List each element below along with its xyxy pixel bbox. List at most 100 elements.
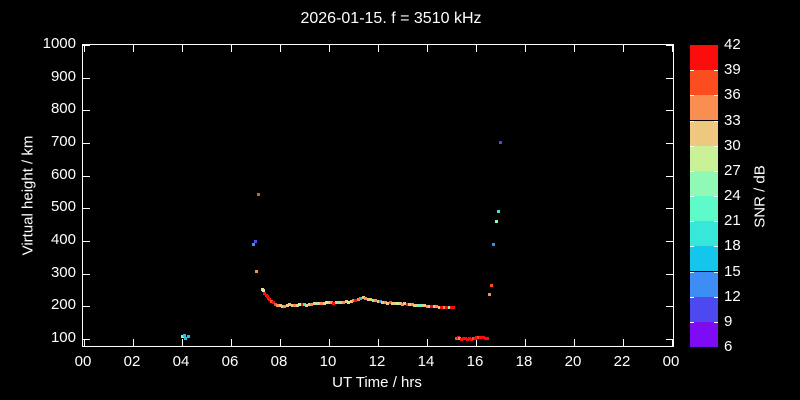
data-point	[484, 336, 488, 340]
data-point	[269, 299, 273, 303]
colorbar-segment	[690, 45, 718, 71]
data-point	[423, 304, 427, 308]
data-point	[475, 335, 479, 339]
data-point	[255, 269, 259, 273]
data-point	[488, 293, 492, 297]
x-tick-mark	[280, 45, 281, 52]
colorbar-tick-label: 15	[724, 262, 741, 280]
x-tick-mark	[182, 45, 183, 52]
x-tick-mark	[623, 339, 624, 346]
data-point	[265, 295, 269, 299]
x-tick-mark	[133, 339, 134, 346]
data-point	[274, 302, 278, 306]
data-point	[184, 336, 188, 340]
y-tick-mark	[666, 339, 673, 340]
x-tick-mark	[672, 45, 673, 52]
data-point	[490, 284, 494, 288]
x-tick-label: 00	[662, 353, 680, 370]
colorbar-tick-label: 18	[724, 237, 741, 255]
data-point	[327, 300, 331, 304]
x-tick-mark	[84, 339, 85, 346]
data-point	[356, 297, 360, 301]
y-tick-mark	[83, 241, 90, 242]
data-point	[339, 300, 343, 304]
colorbar-tick-mark	[714, 246, 718, 248]
data-point	[430, 304, 434, 308]
y-tick-mark	[666, 273, 673, 275]
colorbar-tick-mark	[714, 196, 718, 197]
data-point	[479, 335, 483, 339]
x-tick-mark	[476, 45, 477, 52]
data-point	[369, 298, 373, 302]
y-tick-mark	[666, 45, 673, 46]
data-point	[280, 304, 284, 308]
data-point	[440, 305, 444, 309]
x-tick-mark	[476, 339, 477, 346]
data-point	[437, 305, 441, 309]
colorbar-segment	[690, 296, 718, 322]
data-point	[461, 336, 465, 340]
data-point	[410, 303, 414, 307]
data-point	[254, 240, 258, 244]
y-tick-mark	[83, 273, 90, 275]
colorbar-tick-label: 36	[724, 86, 741, 104]
colorbar-tick-mark	[714, 95, 718, 97]
data-point	[252, 243, 256, 247]
data-point	[467, 336, 471, 340]
data-point	[420, 304, 424, 308]
data-point	[486, 336, 490, 340]
data-point	[371, 298, 375, 302]
y-tick-mark	[83, 110, 90, 112]
y-tick-mark	[666, 77, 673, 79]
x-tick-mark	[525, 339, 526, 346]
y-tick-mark	[666, 143, 673, 144]
x-tick-label: 10	[319, 353, 337, 370]
y-tick-label: 1000	[42, 35, 76, 52]
x-tick-mark	[378, 339, 379, 346]
data-point	[425, 304, 429, 308]
data-point	[413, 303, 417, 307]
colorbar-segment	[690, 321, 718, 347]
y-tick-mark	[83, 306, 90, 308]
data-point	[320, 302, 324, 306]
colorbar-tick-label: 42	[724, 36, 741, 53]
colorbar-tick-label: 12	[724, 287, 741, 305]
data-point	[293, 304, 297, 308]
data-point	[393, 301, 397, 305]
colorbar-tick-label: 39	[724, 61, 741, 79]
colorbar-tick-label: 33	[724, 111, 741, 129]
data-point	[469, 337, 473, 341]
x-tick-mark	[574, 45, 575, 52]
data-point	[442, 306, 446, 310]
data-point	[496, 210, 500, 214]
colorbar-tick-mark	[690, 196, 694, 197]
data-point	[477, 336, 481, 340]
data-point	[283, 304, 287, 308]
colorbar-tick-label: 27	[724, 161, 741, 179]
x-tick-mark	[623, 45, 624, 52]
data-point	[463, 336, 467, 340]
colorbar-tick-label: 21	[724, 212, 741, 230]
data-point	[347, 300, 351, 304]
colorbar-tick-mark	[690, 95, 694, 97]
colorbar-tick-mark	[690, 145, 694, 147]
data-point	[268, 298, 272, 302]
data-point	[262, 289, 266, 293]
y-tick-label: 200	[50, 296, 76, 314]
chart-title: 2026-01-15. f = 3510 kHz	[300, 10, 482, 27]
data-point	[300, 302, 304, 306]
data-point	[386, 301, 390, 305]
colorbar-tick-mark	[690, 321, 694, 323]
x-tick-mark	[133, 45, 134, 52]
data-point	[263, 291, 267, 295]
colorbar-segment	[690, 120, 718, 146]
data-point	[492, 242, 496, 246]
data-point	[359, 296, 363, 300]
colorbar-tick-mark	[690, 221, 694, 223]
y-tick-label: 300	[50, 263, 76, 281]
colorbar-tick-mark	[714, 120, 718, 122]
y-tick-mark	[83, 208, 90, 210]
colorbar-tick-mark	[690, 70, 694, 72]
data-point	[473, 336, 477, 340]
x-tick-mark	[329, 339, 330, 346]
